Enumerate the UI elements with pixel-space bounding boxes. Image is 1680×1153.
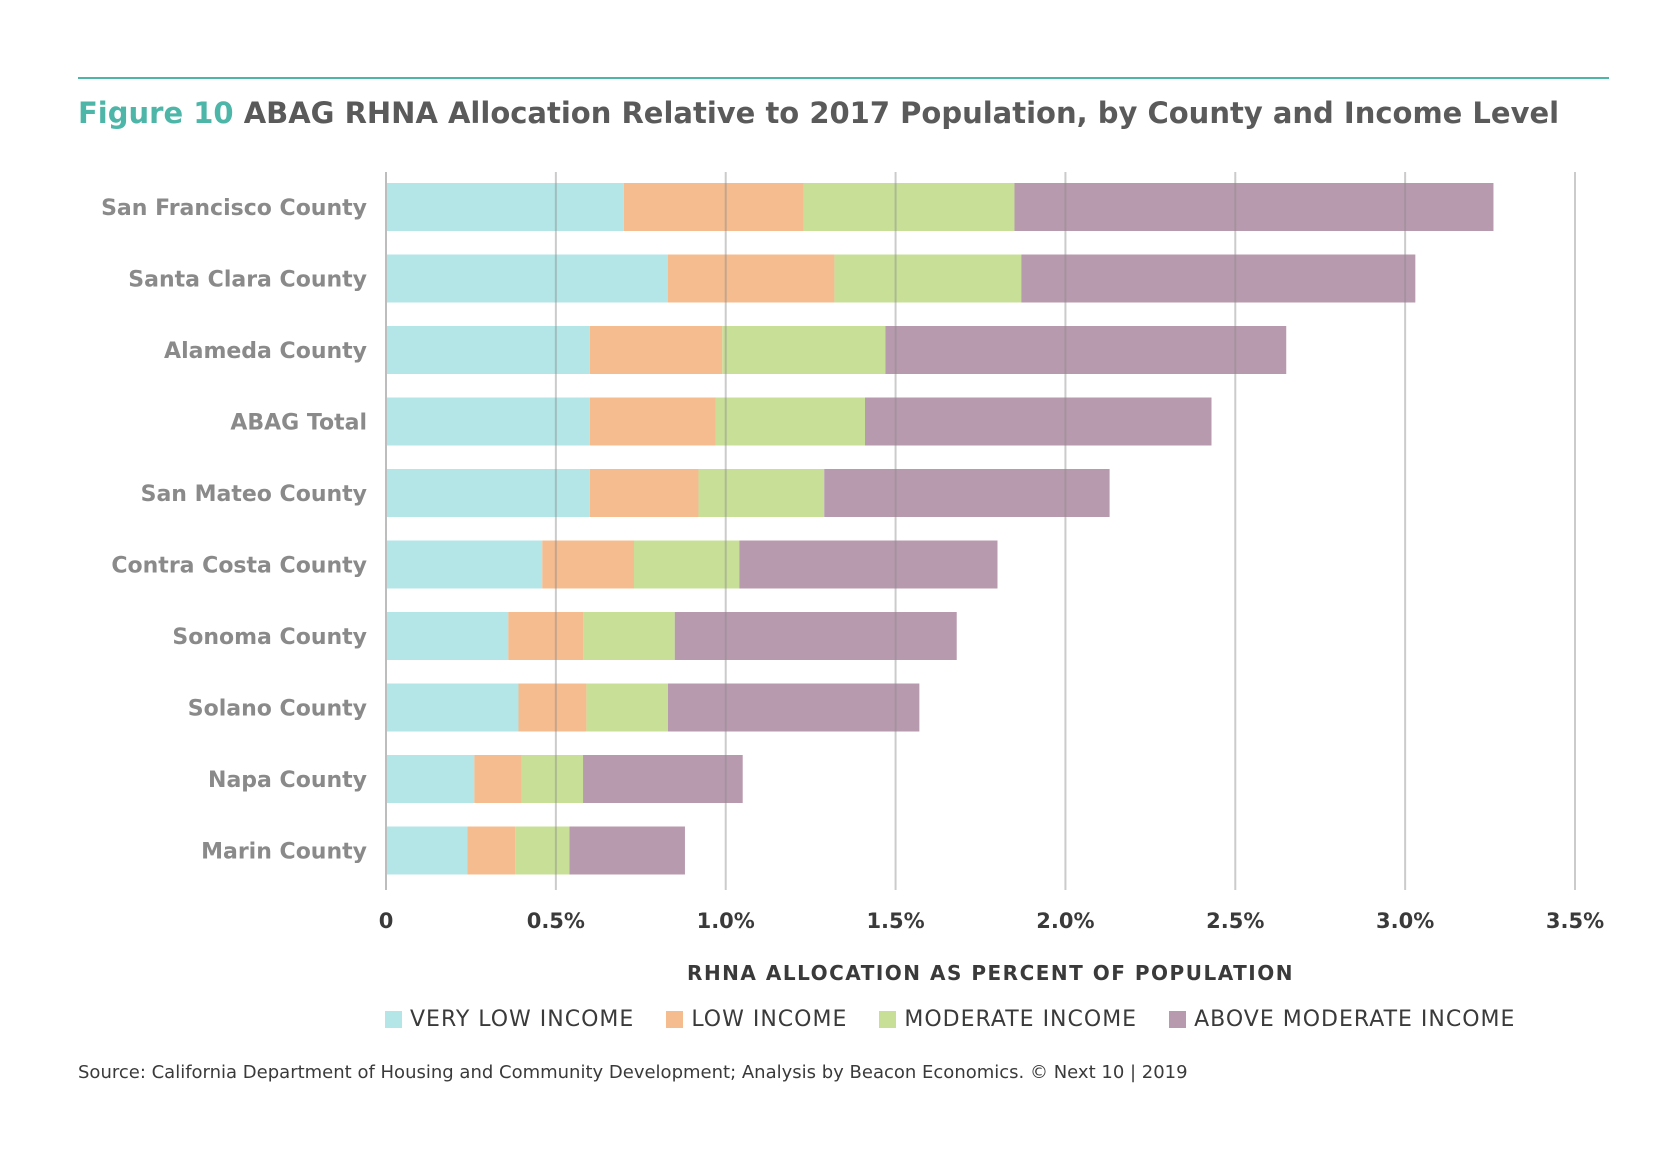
- bar-segment-low-income: [623, 183, 804, 231]
- bar-segment-moderate-income: [698, 469, 825, 517]
- bar-segment-very-low-income: [386, 755, 475, 803]
- x-tick-label: 2.5%: [1206, 909, 1264, 933]
- x-tick-label: 0: [379, 909, 394, 933]
- bar-segment-low-income: [589, 469, 699, 517]
- x-tick-label: 3.0%: [1376, 909, 1434, 933]
- bar-segment-very-low-income: [386, 254, 668, 303]
- legend-item: VERY LOW INCOME: [385, 1007, 634, 1032]
- bar-segment-low-income: [467, 826, 516, 875]
- bar-segment-above-moderate-income: [1014, 183, 1494, 231]
- x-tick-label: 1.5%: [866, 909, 924, 933]
- x-axis-title: RHNA ALLOCATION AS PERCENT OF POPULATION: [687, 961, 1294, 985]
- bar-segment-very-low-income: [386, 183, 624, 231]
- bar-segment-above-moderate-income: [583, 755, 743, 803]
- bar-segment-low-income: [589, 397, 716, 446]
- legend-item: MODERATE INCOME: [879, 1007, 1137, 1032]
- bar-segment-moderate-income: [515, 826, 570, 875]
- legend-swatch: [1169, 1011, 1187, 1028]
- bar-segment-low-income: [518, 683, 587, 732]
- bar-segment-very-low-income: [386, 540, 543, 589]
- source-note: Source: California Department of Housing…: [78, 1062, 1188, 1083]
- legend-label: MODERATE INCOME: [904, 1007, 1138, 1032]
- legend-swatch: [666, 1011, 684, 1028]
- title-rule: [78, 77, 1609, 79]
- bar-segment-moderate-income: [834, 254, 1022, 303]
- category-label: Solano County: [188, 697, 367, 722]
- bar-segment-very-low-income: [386, 469, 590, 517]
- category-label: San Francisco County: [101, 196, 367, 221]
- bar-segment-above-moderate-income: [674, 612, 957, 660]
- stacked-bar-chart: San Francisco County Santa Clara County Al…: [101, 172, 1604, 985]
- category-label: Sonoma County: [172, 625, 367, 650]
- legend-label: LOW INCOME: [691, 1007, 848, 1032]
- figure-title: Figure 10 ABAG RHNA Allocation Relative …: [78, 96, 1559, 130]
- bar-segment-low-income: [667, 254, 835, 303]
- chart-legend: VERY LOW INCOME LOW INCOME MODERATE INCOME…: [385, 1007, 1547, 1032]
- legend-swatch: [879, 1011, 897, 1028]
- figure-title-text: ABAG RHNA Allocation Relative to 2017 Po…: [243, 96, 1560, 130]
- bar-segment-very-low-income: [386, 826, 468, 875]
- category-label: Marin County: [201, 840, 367, 865]
- bar-segment-moderate-income: [722, 326, 886, 374]
- bar-segment-moderate-income: [715, 397, 865, 446]
- category-label: ABAG Total: [230, 411, 367, 436]
- bar-segment-above-moderate-income: [824, 469, 1110, 517]
- bar-segment-very-low-income: [386, 326, 590, 374]
- figure-label: Figure 10: [78, 96, 234, 130]
- bar-segment-above-moderate-income: [569, 826, 685, 875]
- bar-segment-low-income: [508, 612, 584, 660]
- legend-item: ABOVE MODERATE INCOME: [1169, 1007, 1515, 1032]
- x-tick-label: 3.5%: [1546, 909, 1604, 933]
- bar-segment-very-low-income: [386, 397, 590, 446]
- bar-segment-very-low-income: [386, 683, 519, 732]
- bar-segment-low-income: [589, 326, 723, 374]
- bar-segment-above-moderate-income: [739, 540, 998, 589]
- bar-segment-moderate-income: [583, 612, 675, 660]
- category-label: Napa County: [208, 768, 367, 793]
- bar-segment-above-moderate-income: [885, 326, 1287, 374]
- bar-segment-above-moderate-income: [667, 683, 920, 732]
- bar-segment-above-moderate-income: [864, 397, 1212, 446]
- category-label: San Mateo County: [141, 482, 367, 507]
- x-tick-label: 1.0%: [697, 909, 755, 933]
- bar-segment-moderate-income: [586, 683, 668, 732]
- legend-item: LOW INCOME: [666, 1007, 847, 1032]
- bar-segment-low-income: [474, 755, 522, 803]
- bar-segment-very-low-income: [386, 612, 509, 660]
- bar-segment-moderate-income: [803, 183, 1015, 231]
- x-tick-label: 2.0%: [1036, 909, 1094, 933]
- legend-label: ABOVE MODERATE INCOME: [1194, 1007, 1516, 1032]
- bar-segment-low-income: [542, 540, 634, 589]
- bar-segment-above-moderate-income: [1021, 254, 1416, 303]
- category-label: Santa Clara County: [128, 268, 367, 293]
- legend-label: VERY LOW INCOME: [410, 1007, 635, 1032]
- category-label: Alameda County: [164, 339, 367, 364]
- legend-swatch: [385, 1011, 402, 1028]
- x-tick-label: 0.5%: [527, 909, 585, 933]
- bar-segment-moderate-income: [521, 755, 584, 803]
- category-label: Contra Costa County: [111, 554, 367, 579]
- bar-segment-moderate-income: [633, 540, 740, 589]
